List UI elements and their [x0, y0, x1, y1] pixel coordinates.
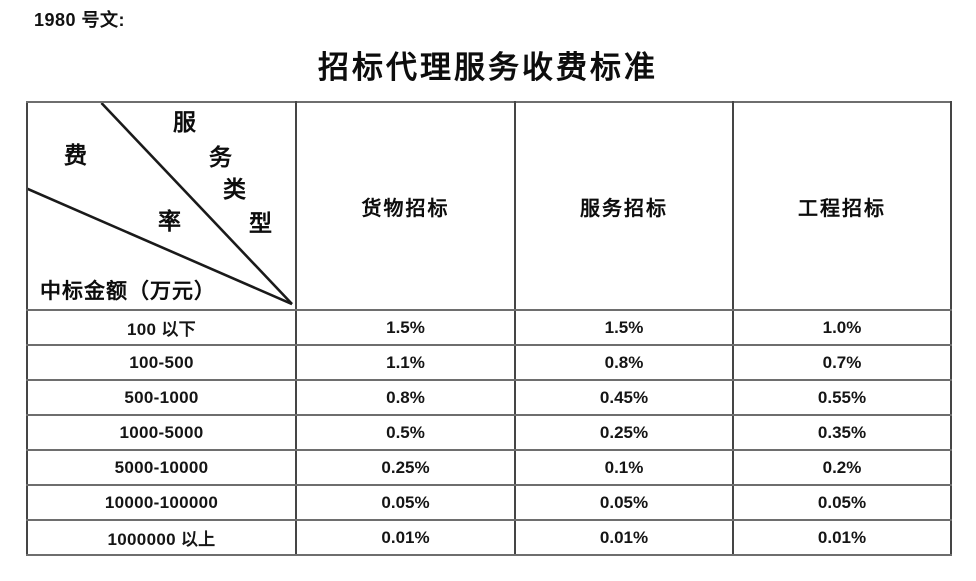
- amount-range-label: 100 以下: [26, 309, 297, 346]
- table-row: 500-1000 0.8% 0.45% 0.55%: [26, 379, 952, 416]
- table-row: 5000-10000 0.25% 0.1% 0.2%: [26, 449, 952, 486]
- fee-cell: 0.05%: [732, 484, 952, 521]
- fee-cell: 0.01%: [514, 519, 734, 556]
- amount-range-label: 100-500: [26, 344, 297, 381]
- fee-cell: 0.01%: [295, 519, 516, 556]
- corner-diagonal-lower: [28, 187, 293, 306]
- fee-cell: 1.5%: [295, 309, 516, 346]
- col-header-goods-bidding: 货物招标: [295, 101, 516, 311]
- fee-cell: 0.1%: [514, 449, 734, 486]
- diagonal-divider-lines: [28, 103, 293, 306]
- table-row: 1000-5000 0.5% 0.25% 0.35%: [26, 414, 952, 451]
- fee-standard-table: 服 务 类 型 费 率 中标金额（万元） 货物招标 服务招标 工程招标 100 …: [26, 101, 952, 556]
- fee-cell: 0.01%: [732, 519, 952, 556]
- doc-reference: 1980 号文:: [34, 10, 126, 30]
- corner-header-cell: 服 务 类 型 费 率 中标金额（万元）: [26, 101, 297, 311]
- corner-type-label-char: 服: [173, 110, 196, 135]
- amount-range-label: 1000-5000: [26, 414, 297, 451]
- fee-cell: 0.55%: [732, 379, 952, 416]
- amount-range-label: 500-1000: [26, 379, 297, 416]
- fee-cell: 0.25%: [295, 449, 516, 486]
- corner-diagonal-upper: [100, 103, 293, 305]
- table-row: 10000-100000 0.05% 0.05% 0.05%: [26, 484, 952, 521]
- amount-range-label: 5000-10000: [26, 449, 297, 486]
- table-row: 100-500 1.1% 0.8% 0.7%: [26, 344, 952, 381]
- corner-rate-label-char: 费: [64, 143, 87, 168]
- fee-cell: 0.45%: [514, 379, 734, 416]
- corner-type-label-char: 类: [223, 177, 246, 202]
- fee-cell: 1.5%: [514, 309, 734, 346]
- fee-cell: 0.8%: [295, 379, 516, 416]
- table-row: 100 以下 1.5% 1.5% 1.0%: [26, 309, 952, 346]
- corner-rate-label-char: 率: [158, 209, 181, 234]
- corner-type-label-char: 型: [249, 211, 272, 236]
- col-header-engineering-bidding: 工程招标: [732, 101, 952, 311]
- fee-cell: 0.5%: [295, 414, 516, 451]
- fee-cell: 0.7%: [732, 344, 952, 381]
- fee-cell: 0.05%: [295, 484, 516, 521]
- fee-cell: 1.0%: [732, 309, 952, 346]
- amount-range-label: 10000-100000: [26, 484, 297, 521]
- fee-cell: 0.8%: [514, 344, 734, 381]
- fee-cell: 1.1%: [295, 344, 516, 381]
- corner-amount-axis-label: 中标金额（万元）: [40, 279, 216, 303]
- table-row: 1000000 以上 0.01% 0.01% 0.01%: [26, 519, 952, 556]
- amount-range-label: 1000000 以上: [26, 519, 297, 556]
- fee-cell: 0.2%: [732, 449, 952, 486]
- header-row: 服 务 类 型 费 率 中标金额（万元） 货物招标 服务招标 工程招标: [26, 101, 952, 311]
- page-title: 招标代理服务收费标准: [318, 50, 658, 85]
- col-header-service-bidding: 服务招标: [514, 101, 734, 311]
- corner-type-label-char: 务: [209, 145, 232, 170]
- fee-cell: 0.25%: [514, 414, 734, 451]
- fee-cell: 0.05%: [514, 484, 734, 521]
- fee-cell: 0.35%: [732, 414, 952, 451]
